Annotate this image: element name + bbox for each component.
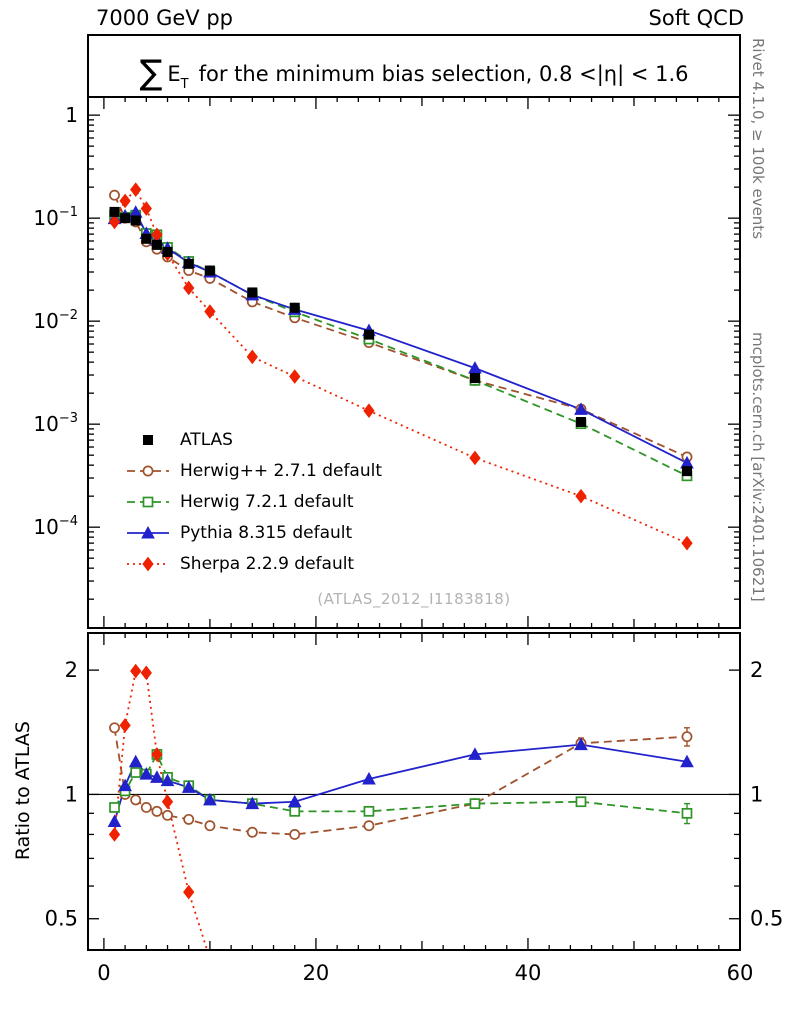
legend-item-pythia: Pythia 8.315 default — [124, 517, 382, 548]
x-tick-label: 20 — [303, 961, 330, 985]
series-line-herwigpp — [113, 194, 688, 458]
y-tick-label-top: 10−1 — [33, 205, 78, 230]
y-tick-label-ratio-left: 2 — [65, 658, 78, 682]
legend-label-atlas: ATLAS — [180, 429, 233, 450]
process-group-label: Soft QCD — [648, 6, 744, 30]
axis-labels: 0 20 40 60 1 10−1 10−2 10−3 10−4 0.5 0.5 1 1 2 2 — [33, 103, 783, 985]
y-tick-label-ratio-right: 0.5 — [750, 907, 783, 931]
ratio-axis-label: Ratio to ATLAS — [12, 721, 34, 861]
y-tick-label-top: 1 — [65, 103, 78, 127]
legend-item-herwig7: Herwig 7.2.1 default — [124, 486, 382, 517]
legend-marker-pythia — [124, 523, 172, 543]
legend-swatch-sherpa — [127, 556, 169, 571]
legend-marker-herwig7 — [124, 492, 172, 512]
analysis-watermark: (ATLAS_2012_I1183818) — [317, 590, 511, 608]
series-markers-ratio — [107, 663, 694, 900]
series-line-herwig7 — [113, 752, 688, 815]
legend-item-atlas: ATLAS — [124, 424, 382, 455]
sum-symbol: ∑ — [139, 53, 163, 93]
beam-energy-label: 7000 GeV pp — [96, 6, 234, 30]
y-tick-label-top: 10−3 — [33, 411, 78, 436]
rivet-version-label: Rivet 4.1.0, ≥ 100k events — [749, 38, 767, 240]
ratio-axis-label-wrap: Ratio to ATLAS — [12, 676, 34, 906]
x-tick-label: 60 — [727, 961, 754, 985]
legend-label-sherpa: Sherpa 2.2.9 default — [180, 553, 355, 574]
y-tick-label-ratio-right: 1 — [750, 782, 763, 806]
plot-title: ∑ ET for the minimum bias selection, 0.8 <… — [88, 50, 740, 93]
y-tick-label-ratio-right: 2 — [750, 658, 763, 682]
observable-subscript: T — [180, 77, 189, 92]
legend-swatch-herwigpp — [127, 465, 169, 476]
title-description: for the minimum bias selection, 0.8 <|η|… — [198, 62, 689, 86]
series-line-sherpa — [113, 669, 209, 950]
x-tick-label: 0 — [97, 961, 110, 985]
series-line-herwigpp — [113, 727, 688, 836]
legend: ATLAS Herwig++ 2.7.1 default Herwig 7.2.… — [124, 424, 382, 579]
legend-marker-atlas — [124, 430, 172, 450]
legend-label-herwig7: Herwig 7.2.1 default — [180, 491, 354, 512]
legend-marker-sherpa — [124, 554, 172, 574]
legend-swatch-atlas — [143, 434, 153, 445]
legend-swatch-pythia — [127, 525, 169, 538]
series-markers-values — [107, 182, 694, 551]
observable-symbol: E — [167, 62, 181, 86]
legend-label-herwigpp: Herwig++ 2.7.1 default — [180, 460, 383, 481]
series-line-pythia — [113, 743, 688, 822]
y-tick-label-top: 10−4 — [33, 514, 78, 539]
legend-marker-herwigpp — [124, 461, 172, 481]
mcplots-reference-label: mcplots.cern.ch [arXiv:2401.10621] — [749, 332, 767, 602]
series-lines-ratio — [113, 669, 688, 950]
y-tick-label-ratio-left: 0.5 — [45, 907, 78, 931]
x-tick-label: 40 — [515, 961, 542, 985]
legend-label-pythia: Pythia 8.315 default — [180, 522, 353, 543]
y-tick-label-top: 10−2 — [33, 308, 78, 333]
y-tick-label-ratio-left: 1 — [65, 782, 78, 806]
legend-swatch-herwig7 — [127, 496, 169, 507]
legend-item-herwigpp: Herwig++ 2.7.1 default — [124, 455, 382, 486]
legend-item-sherpa: Sherpa 2.2.9 default — [124, 548, 382, 579]
